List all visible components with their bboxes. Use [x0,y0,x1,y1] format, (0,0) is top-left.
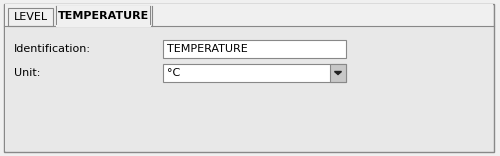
Text: TEMPERATURE: TEMPERATURE [167,44,248,54]
Text: Unit:: Unit: [14,68,40,78]
Bar [163,64,346,82]
Bar [163,40,346,58]
Bar [330,64,346,82]
Text: Identification:: Identification: [14,44,91,54]
Polygon shape [334,71,342,75]
Text: LEVEL: LEVEL [14,12,48,22]
Bar [8,8,53,26]
Bar [56,6,150,26]
Bar [5,4,493,26]
Text: °C: °C [167,68,180,78]
Text: TEMPERATURE: TEMPERATURE [58,11,148,21]
Bar [5,26,493,151]
